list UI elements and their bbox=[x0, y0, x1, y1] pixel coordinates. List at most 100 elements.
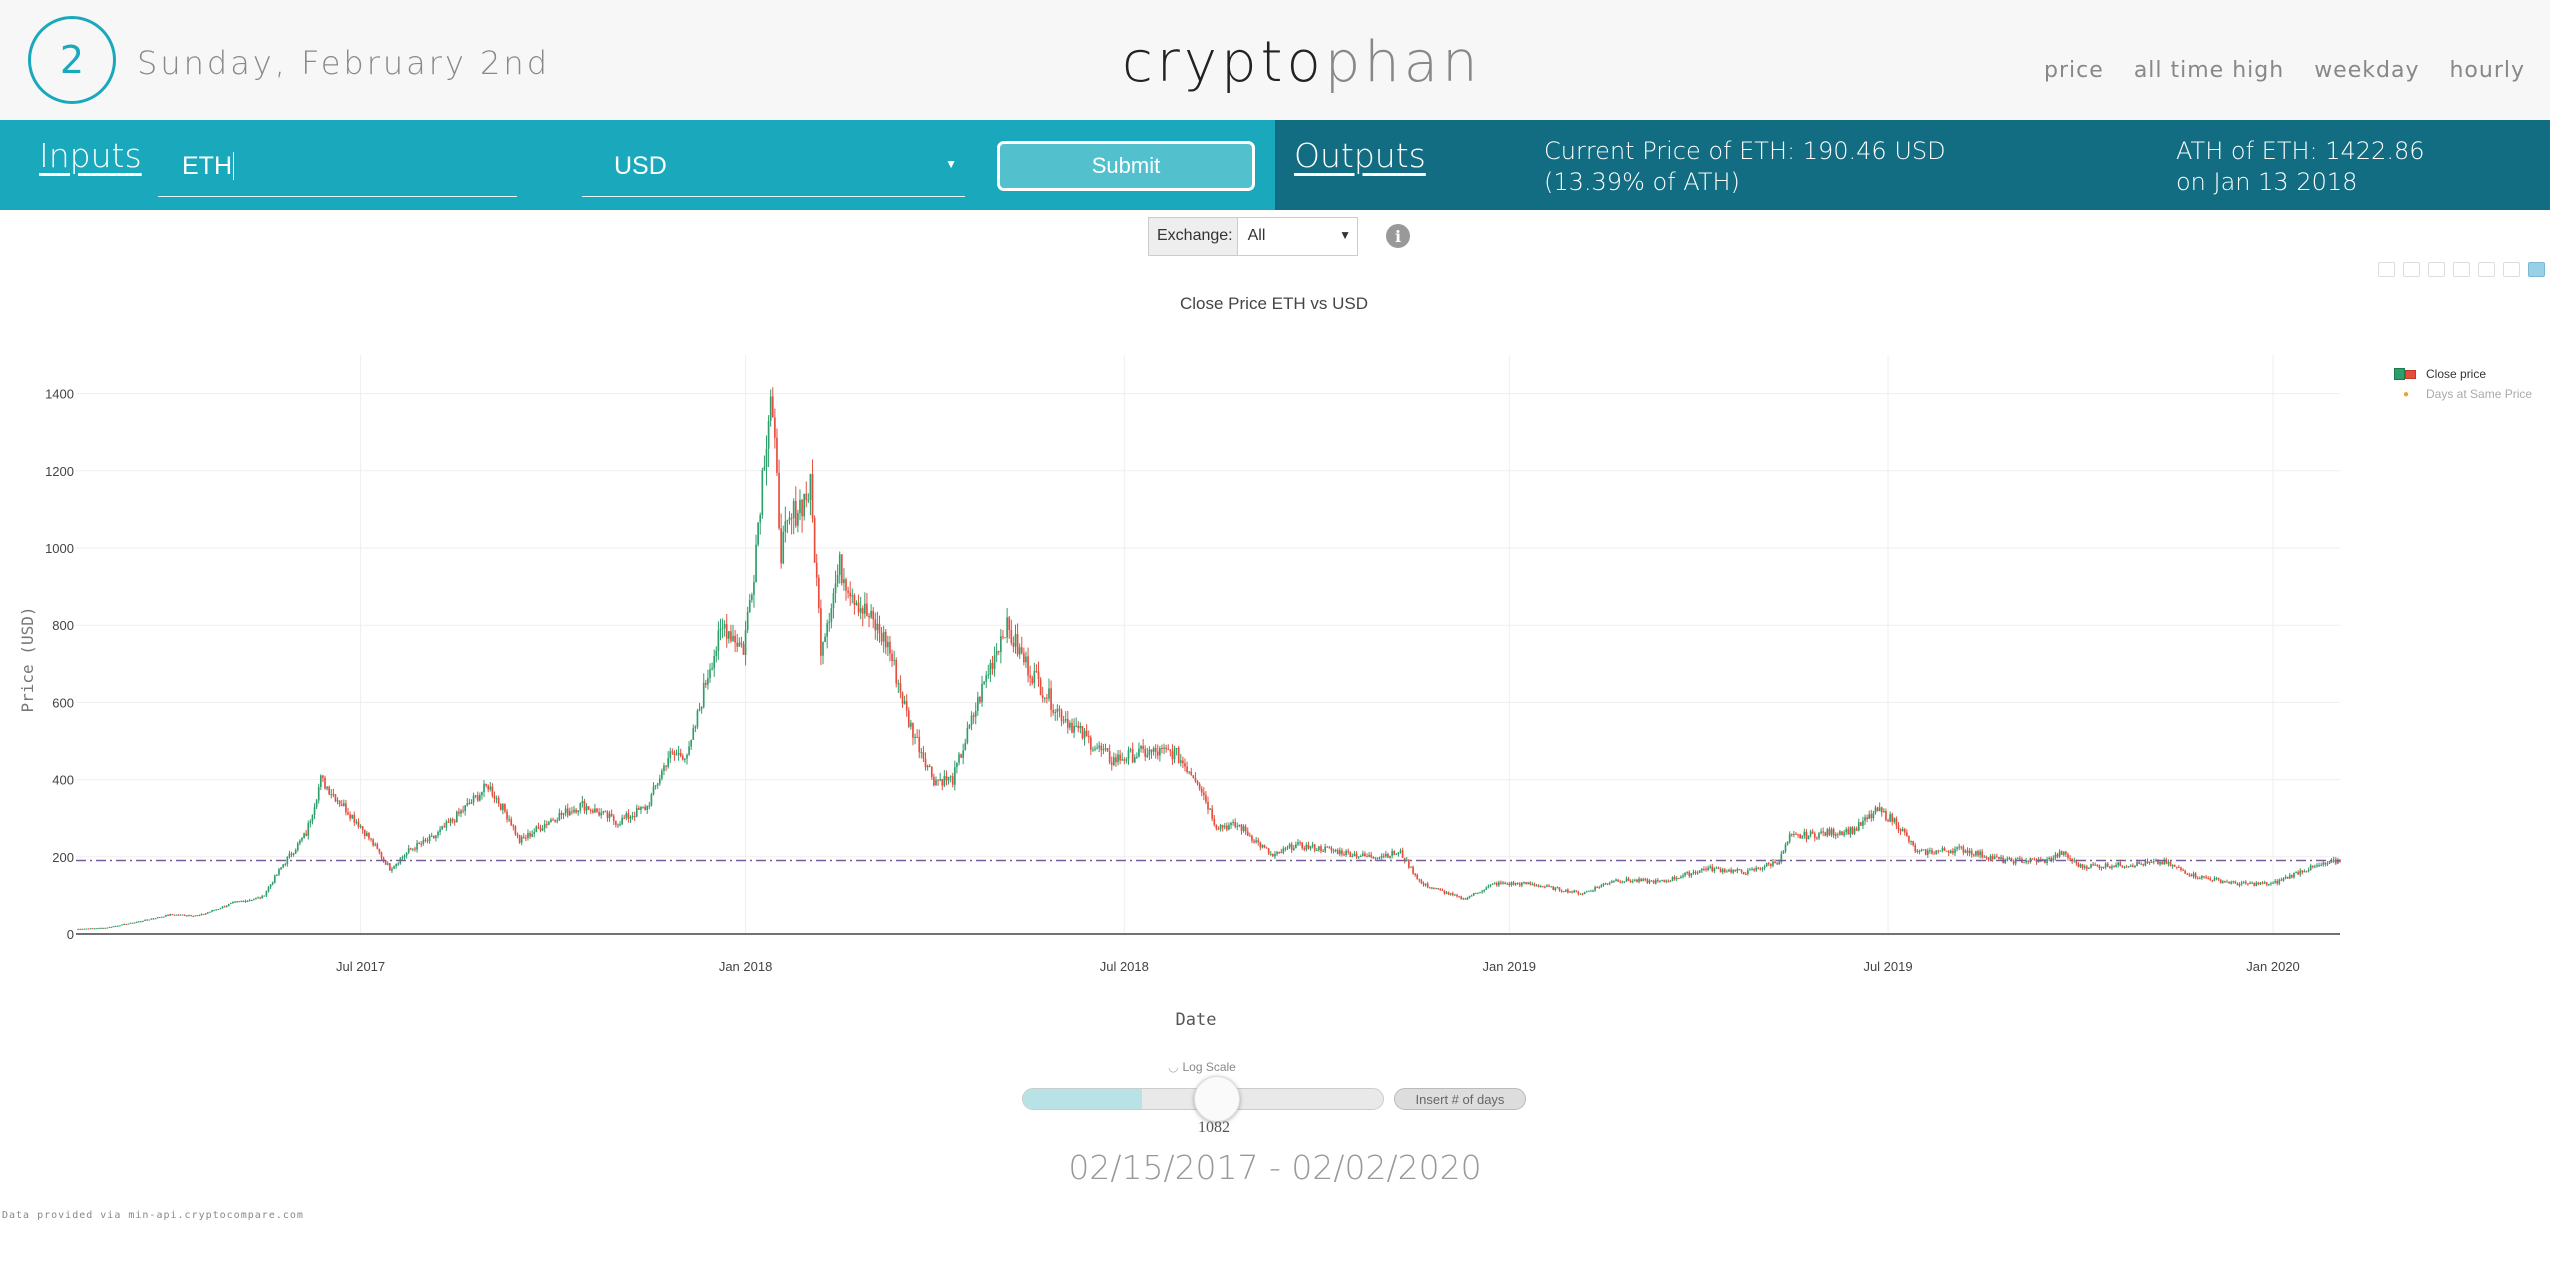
candle-body bbox=[2334, 859, 2337, 864]
candle-body bbox=[2309, 865, 2312, 870]
hover-closest-icon[interactable] bbox=[2478, 262, 2495, 277]
candle-body bbox=[1765, 863, 1768, 867]
candle-body bbox=[1188, 771, 1191, 773]
exchange-selector[interactable]: Exchange: All ▼ bbox=[1148, 217, 1358, 256]
candle-body bbox=[1443, 890, 1446, 894]
candle-body bbox=[1508, 883, 1511, 886]
coin-input[interactable]: ETH bbox=[158, 147, 517, 197]
camera-icon[interactable] bbox=[2378, 262, 2395, 277]
candle-body bbox=[131, 922, 134, 924]
candle-body bbox=[1585, 891, 1588, 893]
candle-body bbox=[1694, 872, 1697, 874]
candle-body bbox=[2079, 864, 2082, 867]
candle-body bbox=[1403, 857, 1406, 862]
candle-body bbox=[1347, 850, 1350, 853]
candle-body bbox=[518, 834, 521, 843]
candle-body bbox=[414, 848, 416, 850]
x-tick-label: Jan 2019 bbox=[1483, 959, 1537, 974]
autoscale-icon[interactable] bbox=[2528, 262, 2545, 277]
candle-body bbox=[529, 832, 531, 837]
candle-body bbox=[2232, 881, 2235, 883]
candle-body bbox=[949, 776, 952, 778]
candle-body bbox=[820, 608, 822, 656]
candle-body bbox=[958, 754, 960, 763]
candle-body bbox=[1897, 825, 1900, 830]
legend-item-days-same-price[interactable]: ● Days at Same Price bbox=[2392, 384, 2532, 404]
candle-body bbox=[1456, 894, 1458, 897]
candle-body bbox=[1089, 737, 1092, 750]
hover-compare-icon[interactable] bbox=[2503, 262, 2520, 277]
candle-body bbox=[684, 758, 686, 760]
candle-body bbox=[2286, 876, 2289, 879]
candle-body bbox=[608, 813, 611, 819]
nav-weekday[interactable]: weekday bbox=[2314, 58, 2420, 83]
candle-body bbox=[493, 795, 496, 799]
lasso-icon[interactable] bbox=[2428, 262, 2445, 277]
candle-body bbox=[730, 631, 732, 642]
candle-body bbox=[2171, 865, 2174, 867]
candle-body bbox=[698, 709, 701, 711]
info-icon[interactable]: i bbox=[1386, 224, 1410, 248]
candle-body bbox=[1571, 891, 1573, 893]
candle-body bbox=[1073, 725, 1075, 733]
candle-body bbox=[351, 814, 354, 819]
candle-body bbox=[190, 915, 192, 917]
spike-lines-icon[interactable] bbox=[2453, 262, 2470, 277]
candle-body bbox=[1671, 877, 1674, 882]
candle-body bbox=[2217, 878, 2220, 880]
candle-body bbox=[1485, 887, 1488, 890]
candle-body bbox=[736, 642, 739, 647]
candle-body bbox=[1883, 810, 1885, 813]
candle-body bbox=[1460, 896, 1463, 900]
candle-body bbox=[1832, 829, 1835, 836]
candle-body bbox=[822, 641, 824, 656]
candle-body bbox=[1847, 829, 1850, 835]
box-select-icon[interactable] bbox=[2403, 262, 2420, 277]
candle-body bbox=[1092, 749, 1094, 751]
logo[interactable]: cryptophan bbox=[1122, 30, 1482, 95]
candle-body bbox=[1868, 814, 1871, 819]
candle-body bbox=[995, 651, 998, 656]
candle-body bbox=[1943, 848, 1946, 851]
candle-body bbox=[1062, 720, 1065, 722]
y-tick-label: 800 bbox=[52, 618, 74, 633]
x-axis-title: Date bbox=[1176, 1010, 1217, 1030]
candle-body bbox=[1125, 759, 1128, 761]
candle-body bbox=[2192, 873, 2195, 877]
candle-body bbox=[1759, 868, 1762, 870]
candle-body bbox=[81, 928, 84, 930]
candle-body bbox=[1048, 688, 1050, 699]
days-slider-handle[interactable] bbox=[1194, 1076, 1240, 1122]
insert-days-button[interactable]: Insert # of days bbox=[1394, 1088, 1526, 1110]
nav-all-time-high[interactable]: all time high bbox=[2133, 58, 2285, 83]
log-scale-toggle[interactable]: ◡ Log Scale bbox=[1168, 1060, 1236, 1074]
candle-body bbox=[1175, 748, 1178, 750]
legend-item-close-price[interactable]: Close price bbox=[2392, 364, 2532, 384]
nav-hourly[interactable]: hourly bbox=[2449, 58, 2525, 83]
candle-body bbox=[1217, 828, 1220, 830]
candle-body bbox=[2226, 881, 2228, 883]
candle-body bbox=[1577, 891, 1580, 895]
candle-body bbox=[1615, 879, 1617, 882]
candle-body bbox=[1751, 869, 1753, 871]
candle-body bbox=[378, 848, 381, 853]
candle-body bbox=[332, 794, 335, 796]
chart-title: Close Price ETH vs USD bbox=[1180, 294, 1368, 313]
candle-body bbox=[1562, 891, 1565, 893]
candle-body bbox=[667, 757, 669, 767]
nav-price[interactable]: price bbox=[2044, 58, 2104, 83]
candle-body bbox=[1962, 847, 1965, 853]
legend-label: Close price bbox=[2426, 367, 2487, 381]
candle-body bbox=[1880, 807, 1883, 813]
exchange-select[interactable]: All ▼ bbox=[1238, 218, 1357, 255]
x-tick-label: Jan 2020 bbox=[2246, 959, 2300, 974]
currency-select[interactable]: USD ▼ bbox=[582, 147, 965, 197]
candle-body bbox=[2088, 867, 2090, 869]
submit-button[interactable]: Submit bbox=[997, 141, 1255, 191]
y-axis-title: Price (USD) bbox=[18, 607, 37, 713]
candle-body bbox=[1020, 647, 1023, 654]
candle-body bbox=[106, 927, 109, 929]
candle-body bbox=[562, 812, 565, 815]
candle-body bbox=[1004, 637, 1006, 639]
